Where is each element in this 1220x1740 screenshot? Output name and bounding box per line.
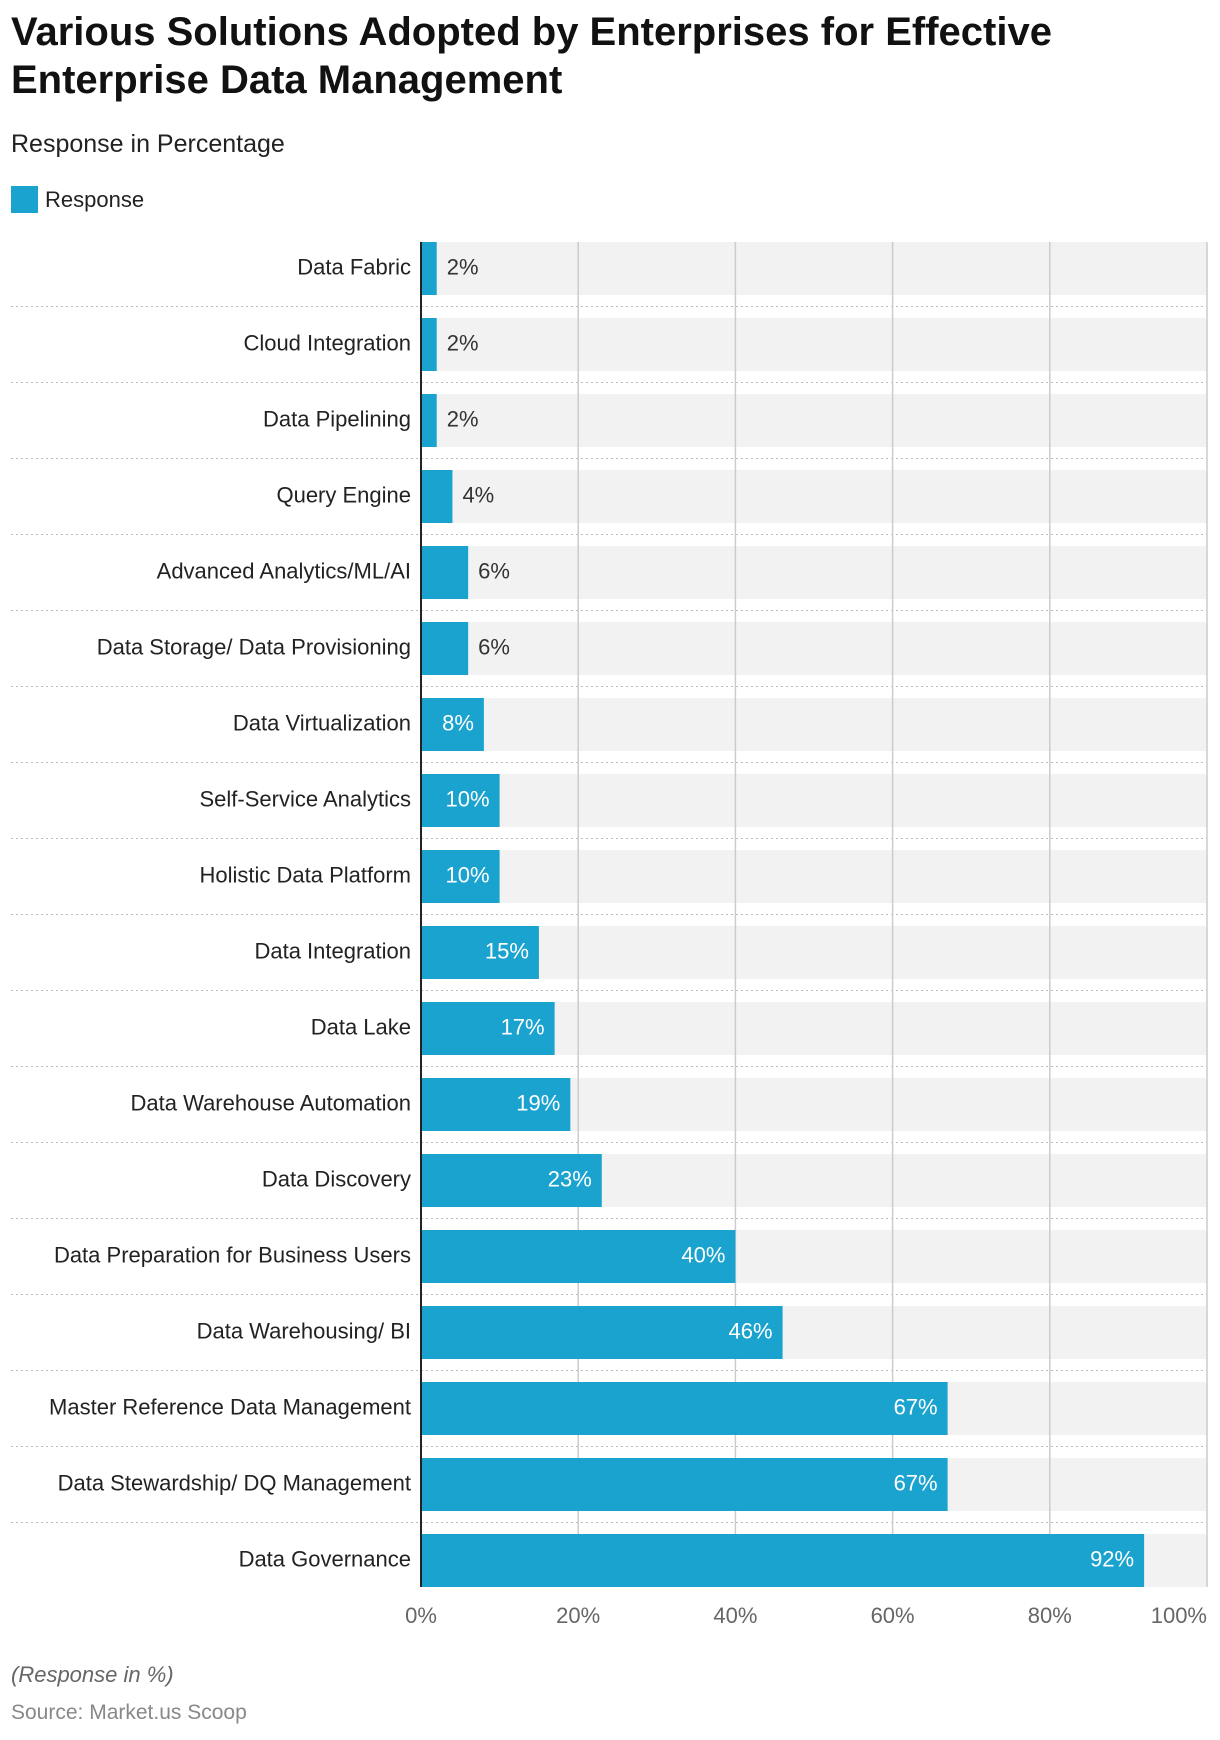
legend-swatch <box>11 186 38 213</box>
row-band <box>421 850 1207 903</box>
bar <box>421 1230 736 1283</box>
value-label: 10% <box>446 786 490 811</box>
y-tick-label: Data Stewardship/ DQ Management <box>58 1470 411 1495</box>
value-label: 15% <box>485 938 529 963</box>
y-tick-label: Data Warehouse Automation <box>131 1090 411 1115</box>
x-tick-label: 0% <box>405 1603 437 1628</box>
value-label: 2% <box>447 406 479 431</box>
bar <box>421 622 469 675</box>
source: Source: Market.us Scoop <box>11 1701 247 1724</box>
x-tick-label: 40% <box>713 1603 757 1628</box>
chart: 0% 20% 40% 60% 80% 100% Data Fabric 2% Cloud Int… <box>11 242 1208 1628</box>
bar <box>421 1154 602 1207</box>
y-tick-label: Data Preparation for Business Users <box>54 1242 411 1267</box>
bar <box>421 318 437 371</box>
value-label: 2% <box>447 254 479 279</box>
y-tick-label: Data Discovery <box>262 1166 411 1191</box>
bar <box>421 1534 1145 1587</box>
x-tick-label: 80% <box>1028 1603 1072 1628</box>
value-label: 6% <box>478 634 510 659</box>
row-band <box>421 774 1207 827</box>
bar <box>421 850 500 903</box>
bar <box>421 698 484 751</box>
legend: Response <box>11 186 144 213</box>
value-label: 4% <box>462 482 494 507</box>
value-label: 23% <box>548 1166 592 1191</box>
value-label: 92% <box>1090 1546 1134 1571</box>
y-tick-label: Data Pipelining <box>263 406 411 431</box>
y-tick-label: Holistic Data Platform <box>199 862 411 887</box>
row-band <box>421 926 1207 979</box>
value-label: 67% <box>894 1394 938 1419</box>
note: (Response in %) <box>11 1662 174 1687</box>
value-label: 46% <box>729 1318 773 1343</box>
y-tick-label: Master Reference Data Management <box>49 1394 411 1419</box>
y-tick-label: Data Fabric <box>297 254 411 279</box>
bar <box>421 394 437 447</box>
bar <box>421 774 500 827</box>
value-label: 17% <box>501 1014 545 1039</box>
row-band <box>421 242 1207 295</box>
bar <box>421 546 469 599</box>
value-label: 40% <box>681 1242 725 1267</box>
y-tick-label: Advanced Analytics/ML/AI <box>157 558 411 583</box>
bar <box>421 926 539 979</box>
y-tick-label: Cloud Integration <box>243 330 411 355</box>
bar <box>421 1078 571 1131</box>
bar <box>421 1306 783 1359</box>
value-label: 67% <box>894 1470 938 1495</box>
x-tick-label: 20% <box>556 1603 600 1628</box>
value-label: 8% <box>442 710 474 735</box>
y-tick-label: Data Virtualization <box>233 710 411 735</box>
x-tick-label: 60% <box>871 1603 915 1628</box>
value-label: 2% <box>447 330 479 355</box>
y-tick-label: Data Storage/ Data Provisioning <box>97 634 411 659</box>
value-label: 19% <box>516 1090 560 1115</box>
y-tick-label: Data Governance <box>239 1546 411 1571</box>
row-band <box>421 318 1207 371</box>
bar <box>421 1458 948 1511</box>
row-band <box>421 470 1207 523</box>
row-band <box>421 622 1207 675</box>
row-band <box>421 394 1207 447</box>
legend-label: Response <box>45 186 145 212</box>
row-band <box>421 698 1207 751</box>
chart-title: Various Solutions Adopted by Enterprises… <box>11 10 1052 102</box>
row-band <box>421 546 1207 599</box>
bar <box>421 470 453 523</box>
bar <box>421 242 437 295</box>
y-tick-label: Data Lake <box>311 1014 411 1039</box>
bar <box>421 1002 555 1055</box>
bar <box>421 1382 948 1435</box>
value-label: 6% <box>478 558 510 583</box>
chart-subtitle: Response in Percentage <box>11 130 285 158</box>
y-tick-label: Data Integration <box>254 938 411 963</box>
y-tick-label: Data Warehousing/ BI <box>197 1318 411 1343</box>
x-tick-label: 100% <box>1151 1603 1207 1628</box>
value-label: 10% <box>446 862 490 887</box>
y-tick-label: Query Engine <box>276 482 411 507</box>
y-tick-label: Self-Service Analytics <box>199 786 411 811</box>
